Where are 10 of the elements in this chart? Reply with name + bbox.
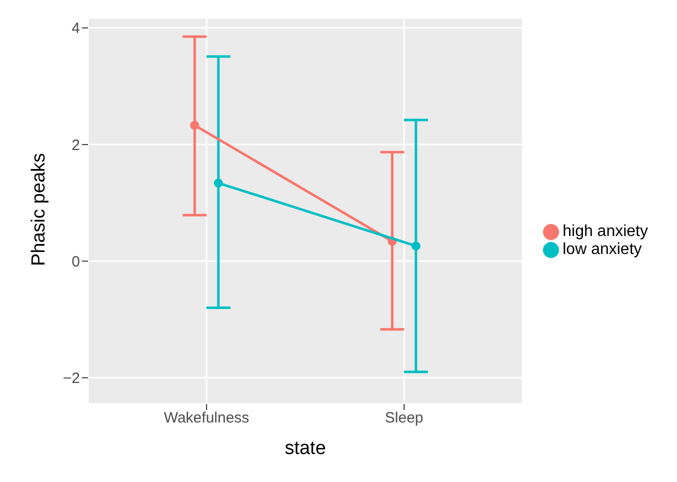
y-tick-label: −2 <box>62 370 80 388</box>
y-axis-title: Phasic peaks <box>28 152 50 266</box>
y-tick-label: 2 <box>72 136 80 154</box>
y-tick-label: 4 <box>72 20 80 38</box>
legend-label: low anxiety <box>562 241 642 258</box>
y-tick-label: 0 <box>72 253 80 270</box>
x-tick-label: Wakefulness <box>164 410 250 427</box>
x-axis-title: state <box>284 438 326 459</box>
legend-label: high anxiety <box>562 223 648 240</box>
x-tick-label: Sleep <box>384 410 424 427</box>
